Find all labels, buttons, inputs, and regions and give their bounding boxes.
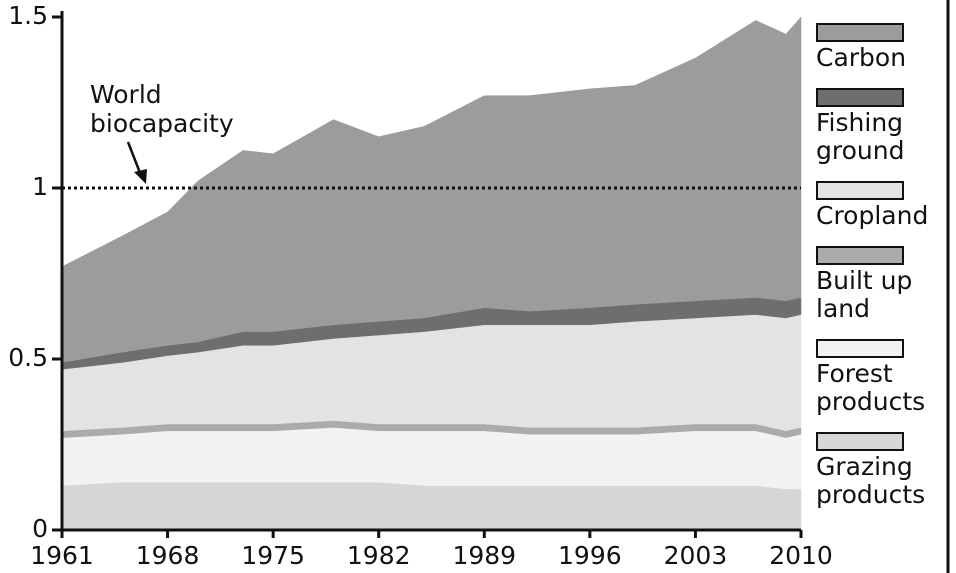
x-tick-label: 1996 [558, 541, 622, 570]
legend-item: Built up land [816, 246, 944, 323]
area [61, 16, 802, 363]
legend-swatch [816, 246, 904, 265]
legend-item: Carbon [816, 23, 944, 72]
legend-swatch [816, 88, 904, 107]
legend-label: Built up land [816, 266, 913, 323]
legend: Carbon Fishing ground Cropland Built up lan… [816, 23, 944, 525]
annotation-arrowhead [134, 169, 147, 184]
x-tick-label: 1968 [136, 541, 200, 570]
legend-swatch [816, 23, 904, 42]
legend-label: Cropland [816, 201, 929, 230]
legend-swatch [816, 181, 904, 200]
x-tick-label: 1982 [347, 541, 411, 570]
area [61, 427, 802, 490]
legend-label: Carbon [816, 43, 907, 72]
annotation: World biocapacity [90, 80, 234, 138]
y-tick-label: 0.5 [8, 343, 48, 372]
legend-item: Forest products [816, 339, 944, 416]
legend-swatch [816, 432, 904, 451]
legend-label: Fishing ground [816, 108, 905, 165]
x-tick-label: 2010 [769, 541, 833, 570]
y-tick-label: 1 [32, 172, 48, 201]
area [61, 481, 802, 531]
legend-label: Grazing products [816, 452, 926, 509]
x-tick-label: 1975 [241, 541, 305, 570]
legend-swatch [816, 339, 904, 358]
y-tick-label: 1.5 [8, 1, 48, 30]
y-tick-label: 0 [32, 514, 48, 543]
x-tick-label: 2003 [664, 541, 728, 570]
legend-item: Fishing ground [816, 88, 944, 165]
x-tick-label: 1961 [30, 541, 94, 570]
legend-item: Cropland [816, 181, 944, 230]
legend-label: Forest products [816, 359, 926, 416]
legend-item: Grazing products [816, 432, 944, 509]
x-tick-label: 1989 [452, 541, 516, 570]
